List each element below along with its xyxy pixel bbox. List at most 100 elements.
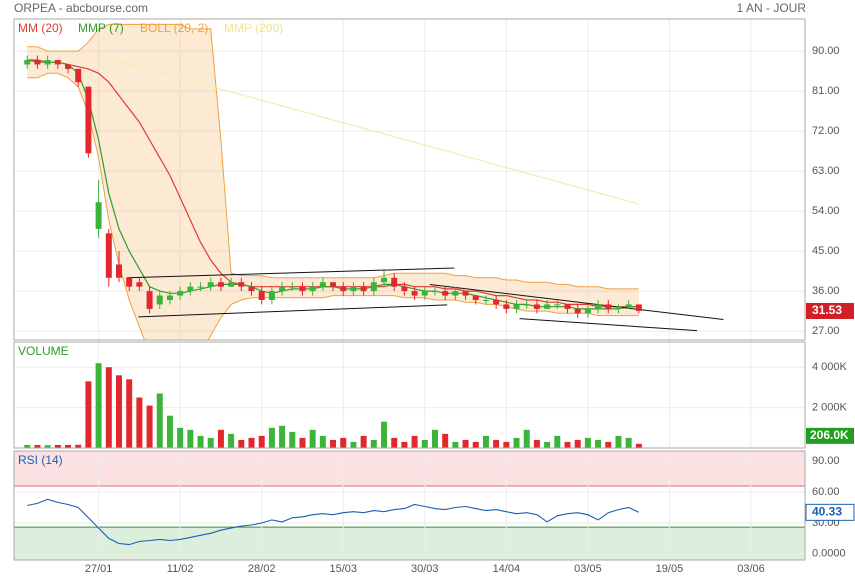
trendline — [138, 304, 448, 318]
candle-body — [381, 277, 388, 283]
candle-body — [217, 282, 224, 287]
y-tick-label: 0.0000 — [812, 548, 846, 560]
y-tick-label: 2 000K — [812, 402, 848, 414]
volume-frame — [13, 341, 806, 449]
trendline — [127, 267, 455, 279]
price-panel — [14, 19, 805, 340]
oversold-zone — [14, 527, 805, 560]
labels: ORPEA - abcbourse.com 1 AN - JOUR VOLUME… — [14, 1, 855, 575]
volume-bar — [482, 435, 489, 448]
y-tick-label: 90.00 — [812, 455, 840, 467]
volume-bar — [65, 444, 72, 448]
volume-bar — [452, 441, 459, 448]
volume-bar — [299, 437, 306, 448]
candle-body — [472, 295, 479, 300]
candle-body — [319, 282, 326, 287]
volume-bar — [493, 439, 500, 448]
period-label: 1 AN - JOUR — [737, 1, 807, 15]
volume-bar — [95, 363, 102, 448]
volume-bar — [85, 381, 92, 448]
candle-body — [493, 300, 500, 305]
volume-bar — [289, 431, 296, 448]
volume-bar — [513, 437, 520, 448]
candle-body — [340, 286, 347, 292]
candle-body — [523, 304, 530, 306]
rsi-title: RSI (14) — [18, 453, 63, 467]
volume-bar — [605, 441, 612, 448]
volume-bar — [584, 437, 591, 448]
candle-body — [554, 304, 561, 306]
candle-body — [615, 306, 622, 309]
volume-bar — [54, 444, 61, 448]
volume-bar — [136, 397, 143, 448]
candle-body — [584, 308, 591, 314]
volume-bar — [503, 441, 510, 448]
candle-body — [564, 304, 571, 309]
candle-body — [625, 304, 632, 307]
legend-entry: MM (20) — [18, 21, 63, 35]
volume-bar — [472, 441, 479, 448]
volume-bar — [146, 405, 153, 448]
candle-body — [431, 291, 438, 293]
candle-body — [44, 60, 51, 65]
candle-body — [279, 286, 286, 292]
volume-bar — [228, 433, 235, 448]
candle-body — [115, 264, 122, 278]
candle-body — [146, 291, 153, 309]
volume-bar — [166, 415, 173, 448]
volume-bar — [75, 444, 82, 448]
bollinger-band — [27, 24, 639, 340]
trendline — [519, 318, 697, 332]
candle-body — [595, 304, 602, 309]
candle-body — [360, 286, 367, 292]
candle-body — [411, 291, 418, 296]
volume-bar — [533, 439, 540, 448]
candle-body — [75, 68, 82, 83]
volume-bar — [177, 427, 184, 448]
candle-body — [370, 282, 377, 292]
candle-body — [197, 286, 204, 288]
volume-bar — [564, 441, 571, 448]
volume-bar — [544, 441, 551, 448]
volume-bar — [319, 435, 326, 448]
volume-bar — [401, 441, 408, 448]
candle-body — [635, 304, 642, 311]
y-tick-label: 60.00 — [812, 486, 840, 498]
candle-body — [289, 286, 296, 288]
volume-bar — [615, 435, 622, 448]
volume-bar — [381, 421, 388, 448]
y-tick-label: 63.00 — [812, 165, 840, 177]
volume-bar — [370, 439, 377, 448]
candle-body — [34, 60, 41, 65]
volume-badge — [806, 427, 854, 444]
legend-entry: MMP (200) — [224, 21, 283, 35]
volume-bar — [156, 393, 163, 448]
x-tick-label: 14/04 — [493, 563, 521, 575]
volume-bar — [115, 375, 122, 448]
volume-bar — [431, 429, 438, 448]
x-tick-label: 11/02 — [167, 563, 194, 575]
volume-bar — [330, 439, 337, 448]
candle-body — [156, 295, 163, 305]
y-tick-label: 54.00 — [812, 205, 840, 217]
y-tick-label: 36.00 — [812, 285, 840, 297]
candle-body — [330, 282, 337, 287]
y-tick-label: 27.00 — [812, 325, 840, 337]
candle-body — [462, 291, 469, 296]
candle-body — [482, 300, 489, 301]
y-tick-label: 81.00 — [812, 85, 840, 97]
volume-title: VOLUME — [18, 344, 69, 358]
candle-body — [85, 86, 92, 154]
price-badge-label: 31.53 — [812, 303, 842, 317]
volume-bar — [34, 444, 41, 448]
legend-entry: BOLL (20, 2) — [140, 21, 208, 35]
y-tick-label: 45.00 — [812, 245, 840, 257]
x-tick-label: 27/01 — [85, 563, 113, 575]
volume-bar — [625, 437, 632, 448]
candle-body — [207, 282, 214, 287]
candle-body — [513, 304, 520, 309]
volume-bar — [238, 439, 245, 448]
candle-body — [54, 60, 61, 65]
candle-body — [401, 286, 408, 292]
candle-body — [95, 202, 102, 229]
